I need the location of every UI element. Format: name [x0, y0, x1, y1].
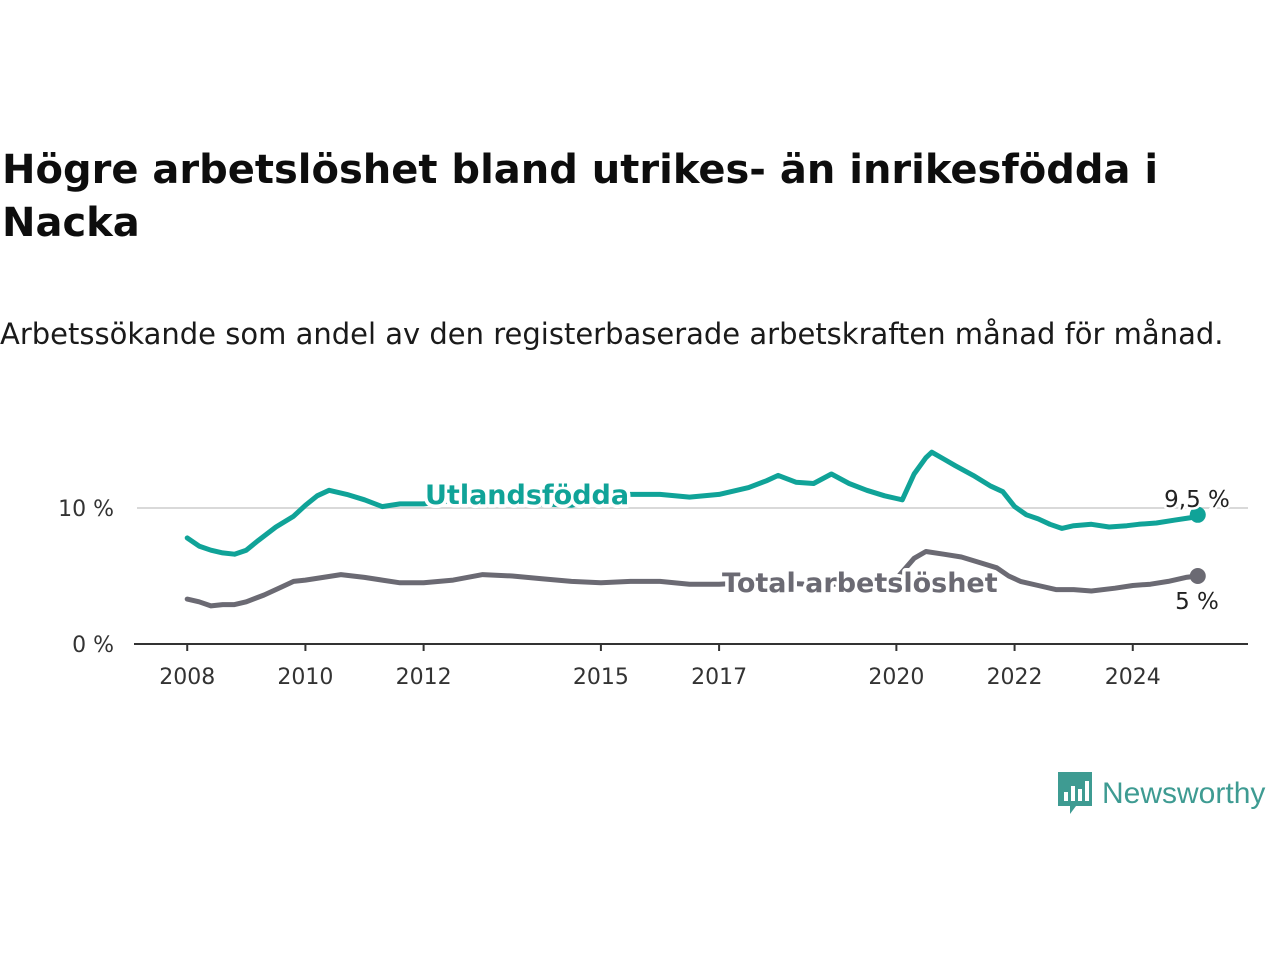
x-tick-label: 2012: [396, 665, 452, 690]
end-point-marker: [1189, 568, 1206, 584]
end-point-marker: [1189, 506, 1206, 523]
x-tick-label: 2017: [691, 665, 747, 690]
end-value-label: 9,5 %: [1164, 487, 1230, 513]
newsworthy-logo: Newsworthy: [1058, 772, 1265, 816]
chart-title: Högre arbetslöshet bland utrikes- än inr…: [2, 147, 1159, 246]
y-tick-label: 10 %: [58, 497, 114, 522]
x-tick-label: 2010: [277, 665, 333, 690]
axes: 0 % 10 % 2008 2010 2012 2015 2017 2020 2022 2024: [58, 497, 1248, 690]
x-tick-label: 2015: [573, 665, 629, 690]
bar-chart-icon: [1058, 772, 1092, 814]
series-lines: [184, 449, 1206, 609]
series-name-label: Utlandsfödda: [425, 480, 629, 511]
x-tick-label: 2022: [987, 665, 1043, 690]
x-tick-label: 2024: [1105, 665, 1161, 690]
brand-name: Newsworthy: [1102, 777, 1266, 810]
chart-subtitle: Arbetssökande som andel av den registerb…: [0, 317, 1224, 351]
x-tick-label: 2008: [159, 665, 215, 690]
y-tick-label: 0 %: [72, 633, 114, 658]
series-line-total: [184, 549, 1201, 609]
series-labels: Utlandsfödda Total arbetslöshet 9,5 % 5 %: [422, 477, 1233, 618]
series-line-utlandsfodda: [184, 449, 1201, 557]
x-tick-label: 2020: [868, 665, 924, 690]
end-value-label: 5 %: [1175, 589, 1219, 615]
series-name-label: Total arbetslöshet: [722, 568, 998, 599]
line-chart: 0 %10 %2008 2010 2012 2015 2017 2020 2022 2024 …: [58, 449, 1248, 690]
